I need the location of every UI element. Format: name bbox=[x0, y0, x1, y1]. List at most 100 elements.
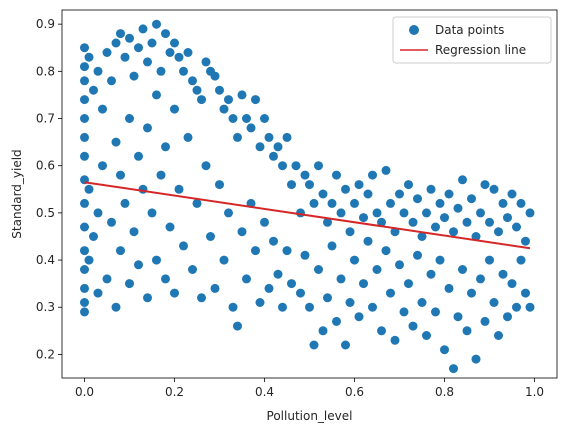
x-tick-label: 0.8 bbox=[435, 385, 454, 399]
data-point bbox=[80, 307, 89, 317]
data-point bbox=[399, 208, 409, 218]
data-point bbox=[300, 170, 310, 180]
data-point bbox=[273, 269, 283, 279]
data-point bbox=[197, 95, 206, 105]
data-point bbox=[80, 265, 89, 274]
data-point bbox=[485, 255, 494, 265]
data-point bbox=[269, 236, 278, 246]
data-point bbox=[318, 189, 328, 199]
data-point bbox=[345, 227, 355, 237]
data-point bbox=[170, 288, 179, 298]
data-point bbox=[507, 279, 517, 289]
data-point bbox=[314, 161, 323, 171]
y-axis-label: Standard_yield bbox=[10, 149, 24, 238]
y-tick-label: 0.4 bbox=[36, 253, 55, 267]
x-tick-label: 0.6 bbox=[345, 385, 364, 399]
data-point bbox=[296, 288, 305, 298]
data-point bbox=[143, 57, 152, 67]
data-point bbox=[332, 316, 341, 326]
data-point bbox=[215, 180, 224, 190]
data-point bbox=[449, 364, 458, 374]
data-point bbox=[458, 175, 467, 185]
data-point bbox=[480, 316, 490, 326]
data-point bbox=[161, 29, 170, 39]
data-point bbox=[89, 232, 98, 241]
data-point bbox=[512, 302, 521, 312]
data-point bbox=[278, 302, 287, 312]
data-point bbox=[260, 114, 269, 123]
data-point bbox=[192, 198, 202, 208]
data-point bbox=[440, 213, 449, 223]
data-point bbox=[323, 217, 332, 227]
data-point bbox=[512, 222, 521, 232]
data-point bbox=[165, 222, 175, 232]
data-point bbox=[228, 302, 238, 312]
data-point bbox=[395, 260, 404, 270]
data-point bbox=[125, 114, 134, 123]
data-point bbox=[129, 71, 139, 81]
data-point bbox=[462, 326, 472, 336]
data-point bbox=[219, 255, 229, 265]
data-point bbox=[80, 95, 89, 105]
y-axis: 0.2 0.3 0.4 0.5 0.6 0.7 0.8 0.9 bbox=[36, 17, 62, 361]
data-point bbox=[359, 279, 368, 289]
data-point bbox=[264, 132, 274, 142]
data-point bbox=[489, 298, 499, 307]
data-point bbox=[192, 85, 202, 95]
data-point bbox=[377, 326, 386, 336]
data-point bbox=[138, 24, 148, 34]
legend-marker-data-points bbox=[409, 25, 419, 35]
data-point bbox=[521, 288, 530, 298]
legend-label-data-points: Data points bbox=[435, 23, 504, 37]
data-point bbox=[224, 208, 233, 218]
data-point bbox=[242, 114, 251, 123]
data-point bbox=[435, 255, 445, 265]
y-tick-label: 0.3 bbox=[36, 300, 55, 314]
data-point bbox=[507, 189, 517, 199]
data-point bbox=[242, 274, 251, 284]
data-point bbox=[390, 335, 400, 345]
legend-label-regression-line: Regression line bbox=[435, 43, 526, 57]
data-point bbox=[386, 198, 395, 208]
data-point bbox=[251, 95, 260, 105]
data-point bbox=[102, 274, 112, 284]
data-point bbox=[426, 269, 436, 279]
regression-line bbox=[84, 181, 531, 250]
data-point bbox=[179, 66, 188, 76]
data-point bbox=[494, 227, 503, 237]
data-point bbox=[377, 217, 386, 227]
data-point bbox=[327, 198, 337, 208]
data-point bbox=[174, 184, 184, 194]
data-point bbox=[476, 208, 485, 218]
data-point bbox=[134, 43, 143, 53]
data-point bbox=[404, 180, 413, 190]
data-point bbox=[323, 293, 332, 303]
data-point bbox=[116, 29, 125, 39]
data-point bbox=[201, 161, 211, 171]
data-point bbox=[102, 48, 112, 57]
data-point bbox=[120, 198, 130, 208]
data-point bbox=[84, 52, 94, 62]
data-point bbox=[116, 170, 125, 180]
data-point bbox=[363, 236, 373, 246]
data-point bbox=[80, 283, 89, 293]
data-point bbox=[183, 48, 193, 57]
data-point bbox=[111, 302, 121, 312]
data-point bbox=[80, 62, 89, 72]
data-point bbox=[471, 232, 481, 241]
data-point bbox=[80, 151, 89, 161]
data-point bbox=[165, 48, 175, 57]
data-point bbox=[332, 170, 341, 180]
data-point bbox=[467, 194, 476, 204]
data-point bbox=[107, 76, 116, 86]
data-point bbox=[453, 203, 463, 213]
data-point bbox=[476, 274, 485, 284]
data-point bbox=[426, 184, 436, 194]
data-point bbox=[156, 66, 166, 76]
y-tick-label: 0.8 bbox=[36, 64, 55, 78]
y-tick-label: 0.5 bbox=[36, 206, 55, 220]
data-point bbox=[143, 293, 152, 303]
data-point bbox=[431, 222, 440, 232]
data-point bbox=[188, 76, 197, 86]
data-point bbox=[336, 274, 346, 284]
